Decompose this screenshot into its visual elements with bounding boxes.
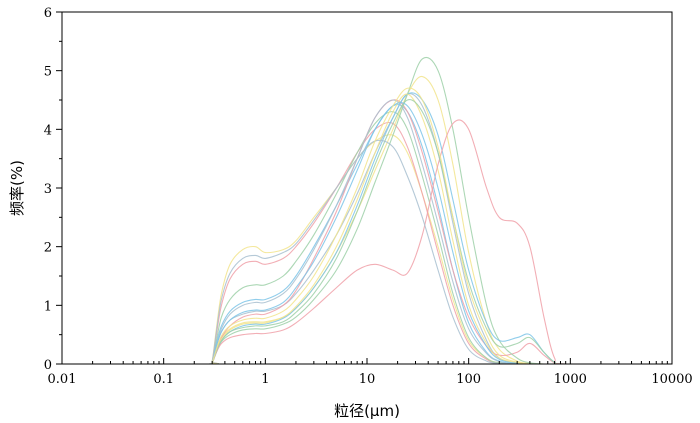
x-tick-label: 100 (456, 372, 481, 387)
x-axis: 0.01 0.1 1 10 100 1000 10000 (48, 358, 693, 387)
x-axis-title: 粒径(μm) (334, 402, 400, 420)
x-tick-label: 1 (261, 372, 269, 387)
series-line-6 (92, 75, 673, 365)
series-line-7 (92, 99, 673, 365)
curve-group (92, 56, 673, 365)
series-line-2 (92, 121, 673, 365)
series-line-13 (92, 99, 673, 365)
series-line-12 (92, 119, 673, 365)
y-tick-label: 4 (44, 123, 52, 138)
series-line-11 (92, 93, 673, 365)
y-tick-label: 5 (44, 65, 52, 80)
y-axis: 0 1 2 3 4 5 6 (44, 6, 62, 373)
series-line-3 (92, 111, 673, 365)
x-tick-label: 1000 (554, 372, 587, 387)
x-tick-label: 10000 (651, 372, 692, 387)
series-line-10 (92, 99, 673, 365)
y-tick-label: 0 (44, 358, 52, 373)
y-tick-label: 6 (44, 6, 52, 21)
series-line-15 (92, 139, 673, 365)
y-axis-title: 频率(%) (8, 160, 26, 216)
series-line-16 (92, 87, 673, 365)
x-tick-label: 0.01 (48, 372, 77, 387)
series-line-1 (92, 134, 673, 365)
y-tick-label: 3 (44, 182, 52, 197)
x-tick-label: 0.1 (153, 372, 174, 387)
y-tick-label: 1 (44, 299, 52, 314)
series-line-9 (92, 92, 673, 365)
series-line-8 (92, 56, 673, 365)
y-tick-label: 2 (44, 241, 52, 256)
x-tick-label: 10 (359, 372, 376, 387)
series-line-4 (92, 104, 673, 365)
